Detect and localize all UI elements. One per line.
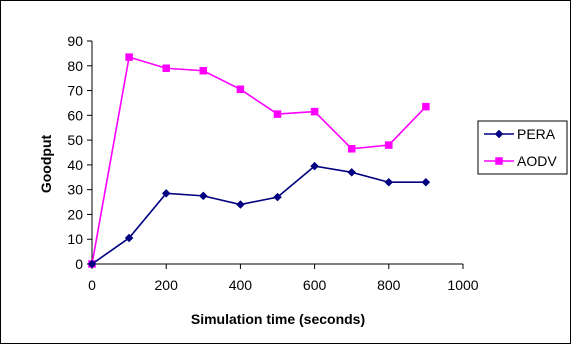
legend-box bbox=[477, 120, 568, 175]
aodv-point bbox=[347, 145, 356, 153]
pera-point bbox=[310, 161, 319, 171]
x-tick-label: 400 bbox=[229, 277, 253, 293]
aodv-point bbox=[310, 107, 319, 116]
y-tick-label: 90 bbox=[67, 33, 83, 49]
legend: PERA AODV bbox=[477, 120, 568, 175]
x-tick-label: 800 bbox=[377, 277, 401, 293]
x-axis-title: Simulation time (seconds) bbox=[191, 311, 365, 327]
legend-label: AODV bbox=[517, 153, 557, 169]
x-tick-label: 600 bbox=[303, 277, 327, 293]
aodv-point bbox=[162, 64, 170, 73]
series-layer bbox=[87, 53, 431, 269]
y-tick-label: 20 bbox=[67, 206, 83, 222]
legend-label: PERA bbox=[517, 126, 556, 142]
legend-item-aodv: AODV bbox=[484, 153, 557, 169]
pera-line bbox=[91, 165, 426, 265]
x-tick-label: 0 bbox=[88, 277, 96, 293]
x-tick-label: 200 bbox=[155, 277, 179, 293]
y-tick-label: 0 bbox=[75, 256, 83, 272]
y-tick-label: 10 bbox=[67, 231, 83, 247]
legend-item-pera: PERA bbox=[484, 126, 556, 142]
y-axis-title: Goodput bbox=[38, 135, 54, 194]
y-tick-label: 60 bbox=[67, 107, 83, 123]
pera-point bbox=[198, 191, 208, 201]
aodv-point bbox=[125, 53, 133, 61]
aodv-point bbox=[236, 85, 245, 94]
pera-point bbox=[273, 192, 282, 202]
pera-point bbox=[421, 177, 431, 187]
aodv-point bbox=[273, 110, 282, 118]
axes: 0 10 20 30 40 50 60 70 80 90 0 200 400 600 800 1000 bbox=[67, 33, 478, 293]
pera-point bbox=[384, 177, 394, 187]
y-tick-label: 70 bbox=[67, 83, 83, 99]
pera-point bbox=[87, 259, 97, 269]
aodv-line bbox=[91, 56, 427, 265]
pera-point bbox=[347, 167, 357, 177]
pera-point bbox=[236, 200, 245, 209]
y-tick-label: 40 bbox=[67, 157, 83, 173]
legend-marker bbox=[495, 157, 503, 165]
y-tick-label: 30 bbox=[67, 182, 83, 198]
aodv-point bbox=[385, 141, 393, 149]
legend-marker bbox=[494, 129, 504, 139]
pera-point bbox=[124, 233, 134, 243]
aodv-point bbox=[422, 102, 430, 111]
aodv-point bbox=[199, 66, 208, 75]
series-pera bbox=[87, 161, 431, 269]
y-tick-label: 50 bbox=[67, 132, 83, 148]
y-tick-label: 80 bbox=[67, 58, 83, 74]
x-tick-label: 1000 bbox=[447, 277, 478, 293]
pera-point bbox=[161, 189, 171, 198]
